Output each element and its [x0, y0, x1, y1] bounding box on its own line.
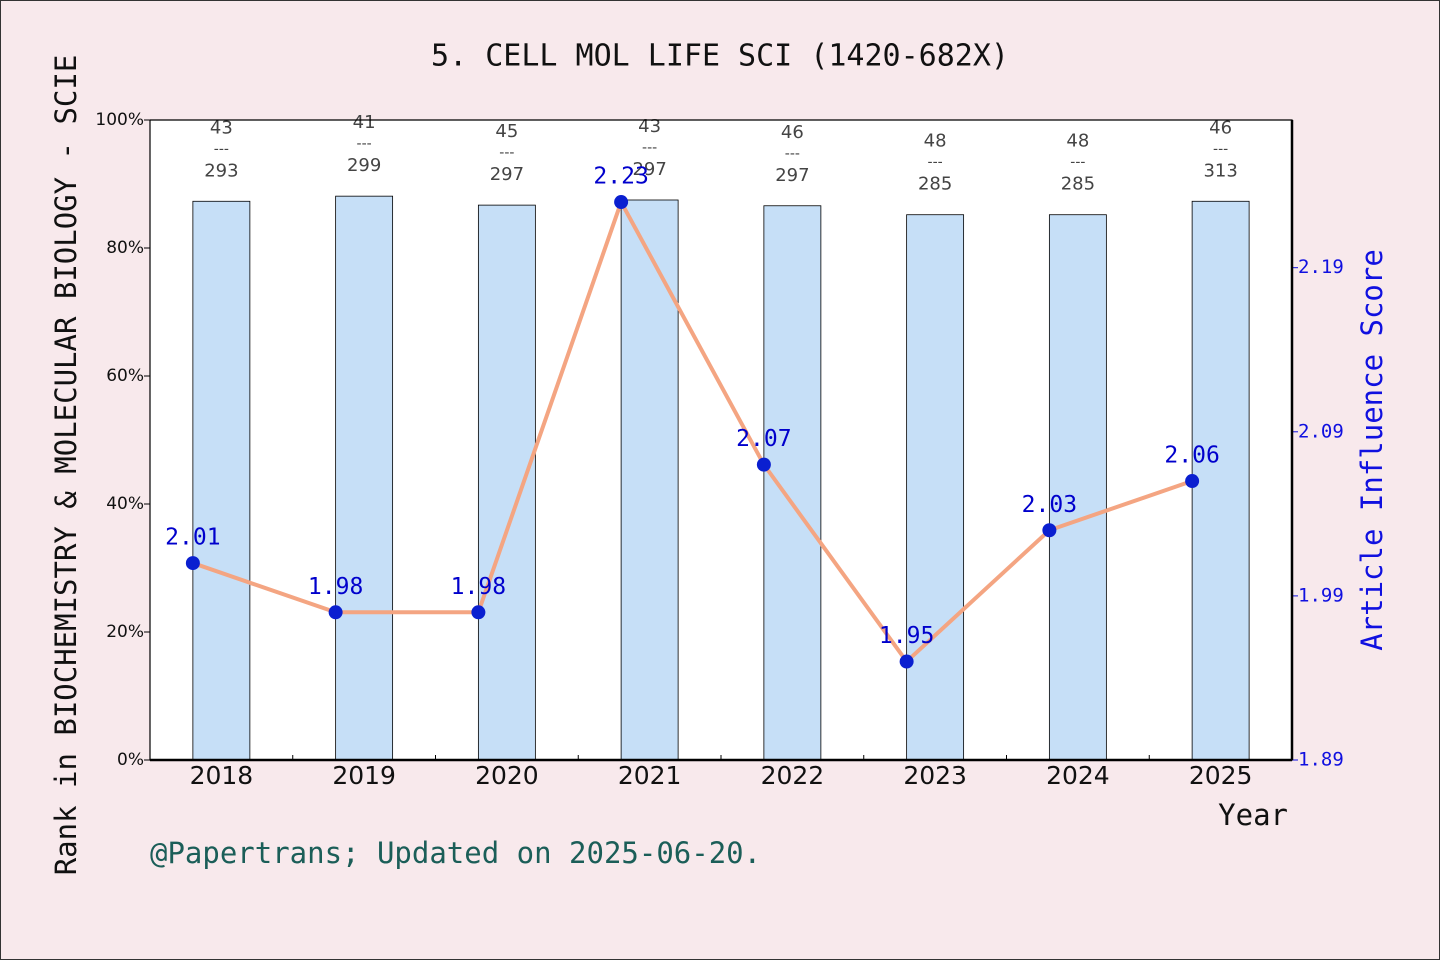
- rank-separator: ---: [1070, 155, 1085, 171]
- rank-separator: ---: [928, 155, 943, 171]
- total-label: 285: [1061, 174, 1095, 195]
- point: [1185, 474, 1200, 489]
- value-label: 1.98: [451, 574, 506, 600]
- line: [192, 197, 1193, 665]
- y-tick-label: 0%: [117, 750, 144, 770]
- rank-label: 43: [210, 117, 233, 138]
- rank-label: 48: [1066, 131, 1089, 152]
- rank-label: 41: [353, 112, 376, 133]
- total-label: 293: [204, 160, 238, 181]
- bar: [906, 214, 965, 761]
- rank-separator: ---: [357, 136, 372, 152]
- x-tick-label: 2018: [190, 761, 254, 790]
- rank-label: 43: [638, 116, 661, 137]
- y2-tick-label: 2.09: [1298, 420, 1344, 442]
- rank-label: 46: [781, 122, 804, 143]
- rank-label: 46: [1209, 117, 1232, 138]
- value-label: 2.01: [165, 525, 220, 551]
- value-label: 1.95: [879, 623, 934, 649]
- y-tick-label: 60%: [106, 366, 144, 386]
- point: [756, 457, 771, 472]
- rank-separator: ---: [642, 140, 657, 156]
- plot-area: [150, 120, 1292, 760]
- point: [185, 556, 200, 571]
- point: [471, 605, 486, 620]
- x-tick-label: 2022: [761, 761, 825, 790]
- x-tick-label: 2024: [1046, 761, 1110, 790]
- rank-separator: ---: [499, 145, 514, 161]
- value-label: 2.23: [593, 164, 648, 190]
- point: [614, 195, 629, 210]
- bar: [1191, 200, 1250, 761]
- total-label: 297: [490, 164, 524, 185]
- rank-label: 48: [924, 131, 947, 152]
- chart-title: 5. CELL MOL LIFE SCI (1420-682X): [431, 39, 1009, 74]
- point: [899, 654, 914, 669]
- x-tick-label: 2023: [903, 761, 967, 790]
- rank-label: 45: [495, 121, 518, 142]
- y2-tick-label: 2.19: [1298, 256, 1344, 278]
- y2-tick-label: 1.89: [1298, 749, 1344, 771]
- total-label: 313: [1203, 160, 1237, 181]
- x-tick-label: 2019: [332, 761, 396, 790]
- point: [328, 605, 343, 620]
- bar: [620, 199, 679, 761]
- rank-separator: ---: [785, 146, 800, 162]
- footer: @Papertrans; Updated on 2025-06-20.: [150, 836, 761, 870]
- x-tick-label: 2020: [475, 761, 539, 790]
- bar: [763, 205, 822, 761]
- x-tick-label: 2025: [1189, 761, 1253, 790]
- rank-separator: ---: [1213, 141, 1228, 157]
- y-tick-label: 80%: [106, 238, 144, 258]
- value-label: 2.07: [736, 426, 791, 452]
- bar: [335, 195, 394, 761]
- value-label: 1.98: [308, 574, 363, 600]
- y2-axis-label: Article Influence Score: [1355, 249, 1389, 651]
- total-label: 299: [347, 155, 381, 176]
- y-tick-label: 20%: [106, 622, 144, 642]
- y2-tick-label: 1.99: [1298, 584, 1344, 606]
- rank-separator: ---: [214, 141, 229, 157]
- value-label: 2.03: [1022, 492, 1077, 518]
- y-tick-label: 100%: [95, 110, 144, 130]
- total-label: 285: [918, 174, 952, 195]
- x-tick-label: 2021: [618, 761, 682, 790]
- x-axis-label: Year: [1218, 798, 1288, 832]
- y-axis-label: Rank in BIOCHEMISTRY & MOLECULAR BIOLOGY…: [49, 55, 83, 876]
- total-label: 297: [775, 165, 809, 186]
- total-label: 297: [632, 159, 666, 180]
- value-label: 2.06: [1164, 443, 1219, 469]
- point: [1042, 523, 1057, 538]
- y-tick-label: 40%: [106, 494, 144, 514]
- bar: [192, 200, 251, 761]
- bar: [477, 204, 536, 761]
- bar: [1048, 214, 1107, 761]
